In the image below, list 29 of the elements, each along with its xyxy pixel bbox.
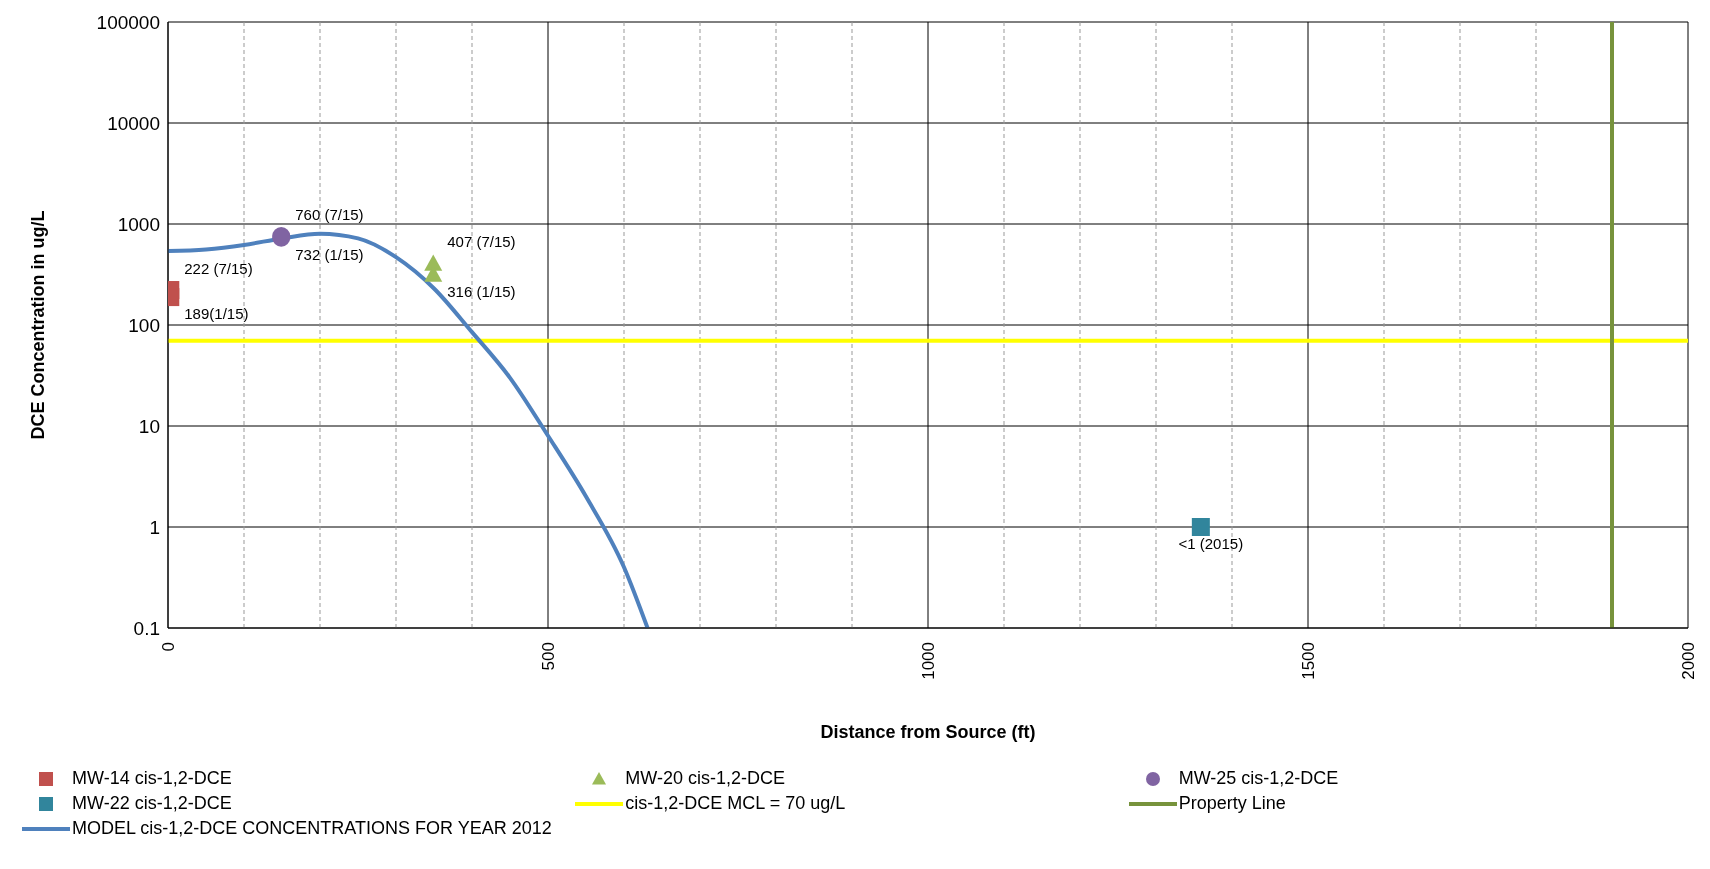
- y-tick-label: 1: [149, 516, 160, 538]
- y-tick-label: 1000: [117, 213, 160, 235]
- y-tick-label: 10: [138, 415, 160, 437]
- data-label: 732 (1/15): [295, 245, 364, 263]
- y-axis-title: DCE Concentration in ug/L: [28, 210, 49, 440]
- legend-label: cis-1,2-DCE MCL = 70 ug/L: [625, 793, 846, 814]
- x-axis-title: Distance from Source (ft): [820, 722, 1036, 742]
- y-tick-label: 10000: [107, 112, 160, 134]
- x-tick-label: 500: [538, 642, 558, 671]
- legend-label: MW-25 cis-1,2-DCE: [1178, 768, 1339, 789]
- legend-label: Property Line: [1178, 793, 1286, 814]
- data-label: <1 (2015): [1178, 535, 1244, 552]
- data-label: 189(1/15): [184, 305, 249, 323]
- x-tick-label: 0: [158, 642, 178, 652]
- y-tick-label: 0.1: [133, 617, 160, 639]
- data-label: 760 (7/15): [295, 206, 364, 224]
- legend-label: MW-22 cis-1,2-DCE: [72, 793, 232, 814]
- x-tick-label: 1000: [918, 642, 938, 680]
- x-tick-label: 1500: [1298, 642, 1318, 680]
- legend-label: MW-20 cis-1,2-DCE: [625, 768, 786, 789]
- data-label: 407 (7/15): [447, 233, 516, 251]
- legend-label: MODEL cis-1,2-DCE CONCENTRATIONS FOR YEAR 2012: [72, 818, 552, 839]
- y-tick-label: 100: [128, 314, 160, 336]
- data-label: 316 (1/15): [447, 282, 516, 300]
- legend-label: MW-14 cis-1,2-DCE: [72, 768, 232, 789]
- data-label: 222 (7/15): [184, 260, 253, 278]
- x-tick-label: 2000: [1678, 642, 1698, 680]
- point: [1191, 518, 1210, 536]
- y-tick-label: 100000: [96, 11, 160, 33]
